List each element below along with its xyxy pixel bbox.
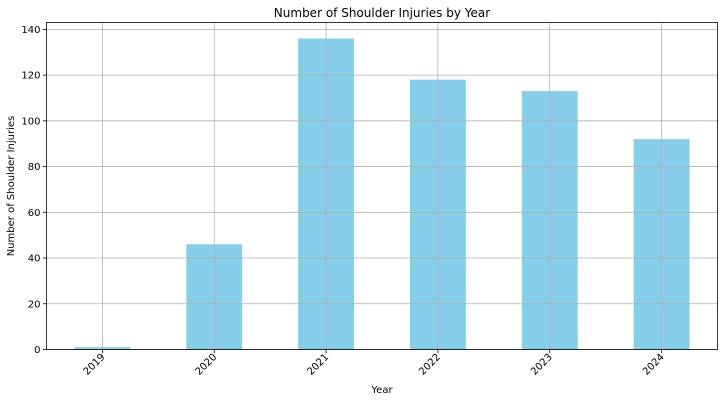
- x-tick-label: 2021: [305, 352, 331, 378]
- y-tick-label: 20: [28, 299, 41, 310]
- x-tick-label: 2019: [82, 352, 108, 378]
- x-tick-label: 2024: [641, 352, 667, 378]
- x-tick-label: 2020: [194, 352, 220, 378]
- y-axis-ticks: 0 20 40 60 80 100 120 140: [21, 25, 47, 356]
- y-tick-label: 0: [34, 345, 40, 356]
- y-tick-label: 140: [21, 25, 40, 36]
- y-tick-label: 120: [21, 71, 40, 82]
- gridlines: [46, 22, 718, 350]
- plot-frame: [46, 22, 718, 350]
- x-axis-ticks: 2019 2020 2021 2022 2023 2024: [82, 349, 667, 378]
- y-tick-label: 40: [28, 254, 41, 265]
- x-tick-label: 2022: [417, 352, 443, 378]
- y-tick-label: 60: [28, 208, 41, 219]
- y-axis-label: Number of Shoulder Injuries: [6, 116, 17, 257]
- y-tick-label: 80: [28, 162, 41, 173]
- chart-title: Number of Shoulder Injuries by Year: [274, 6, 490, 20]
- x-axis-label: Year: [370, 385, 393, 396]
- y-tick-label: 100: [21, 116, 40, 127]
- x-tick-label: 2023: [529, 352, 555, 378]
- bars: [74, 38, 690, 350]
